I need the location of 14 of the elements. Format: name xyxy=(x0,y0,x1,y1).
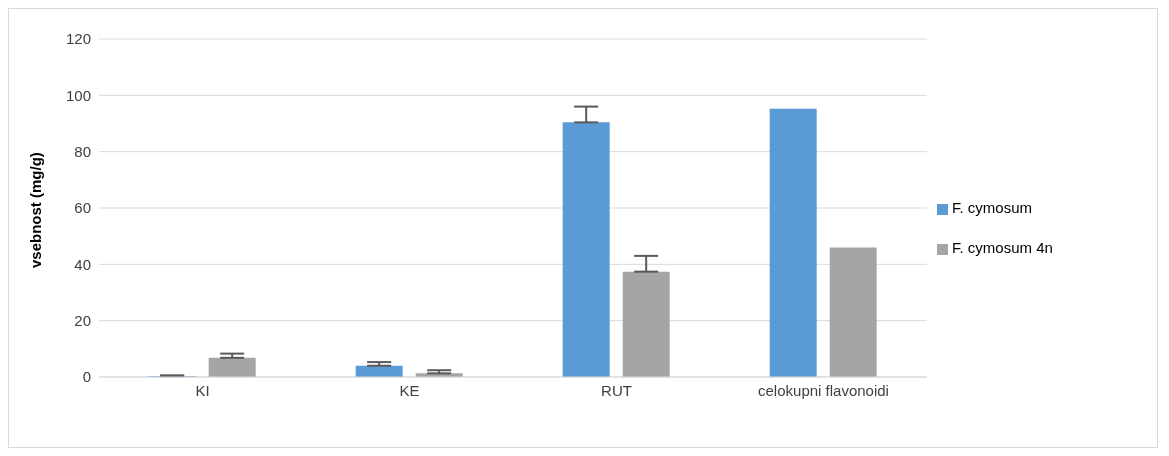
y-tick-label: 120 xyxy=(65,30,91,48)
legend-label: F. cymosum xyxy=(952,199,1033,216)
y-axis-title: vsebnost (mg/g) xyxy=(27,152,45,268)
y-tick-label: 40 xyxy=(74,255,91,273)
x-tick-label: KI xyxy=(195,381,210,399)
y-tick-label: 80 xyxy=(74,142,91,160)
legend-label: F. cymosum 4n xyxy=(952,239,1053,256)
x-tick-label: celokupni flavonoidi xyxy=(758,381,889,399)
y-tick-label: 100 xyxy=(65,86,91,104)
y-tick-label: 0 xyxy=(82,368,91,386)
y-tick-label: 60 xyxy=(74,199,91,217)
x-tick-label: RUT xyxy=(601,381,632,399)
y-tick-label: 20 xyxy=(74,311,91,329)
x-tick-label: KE xyxy=(399,381,420,399)
